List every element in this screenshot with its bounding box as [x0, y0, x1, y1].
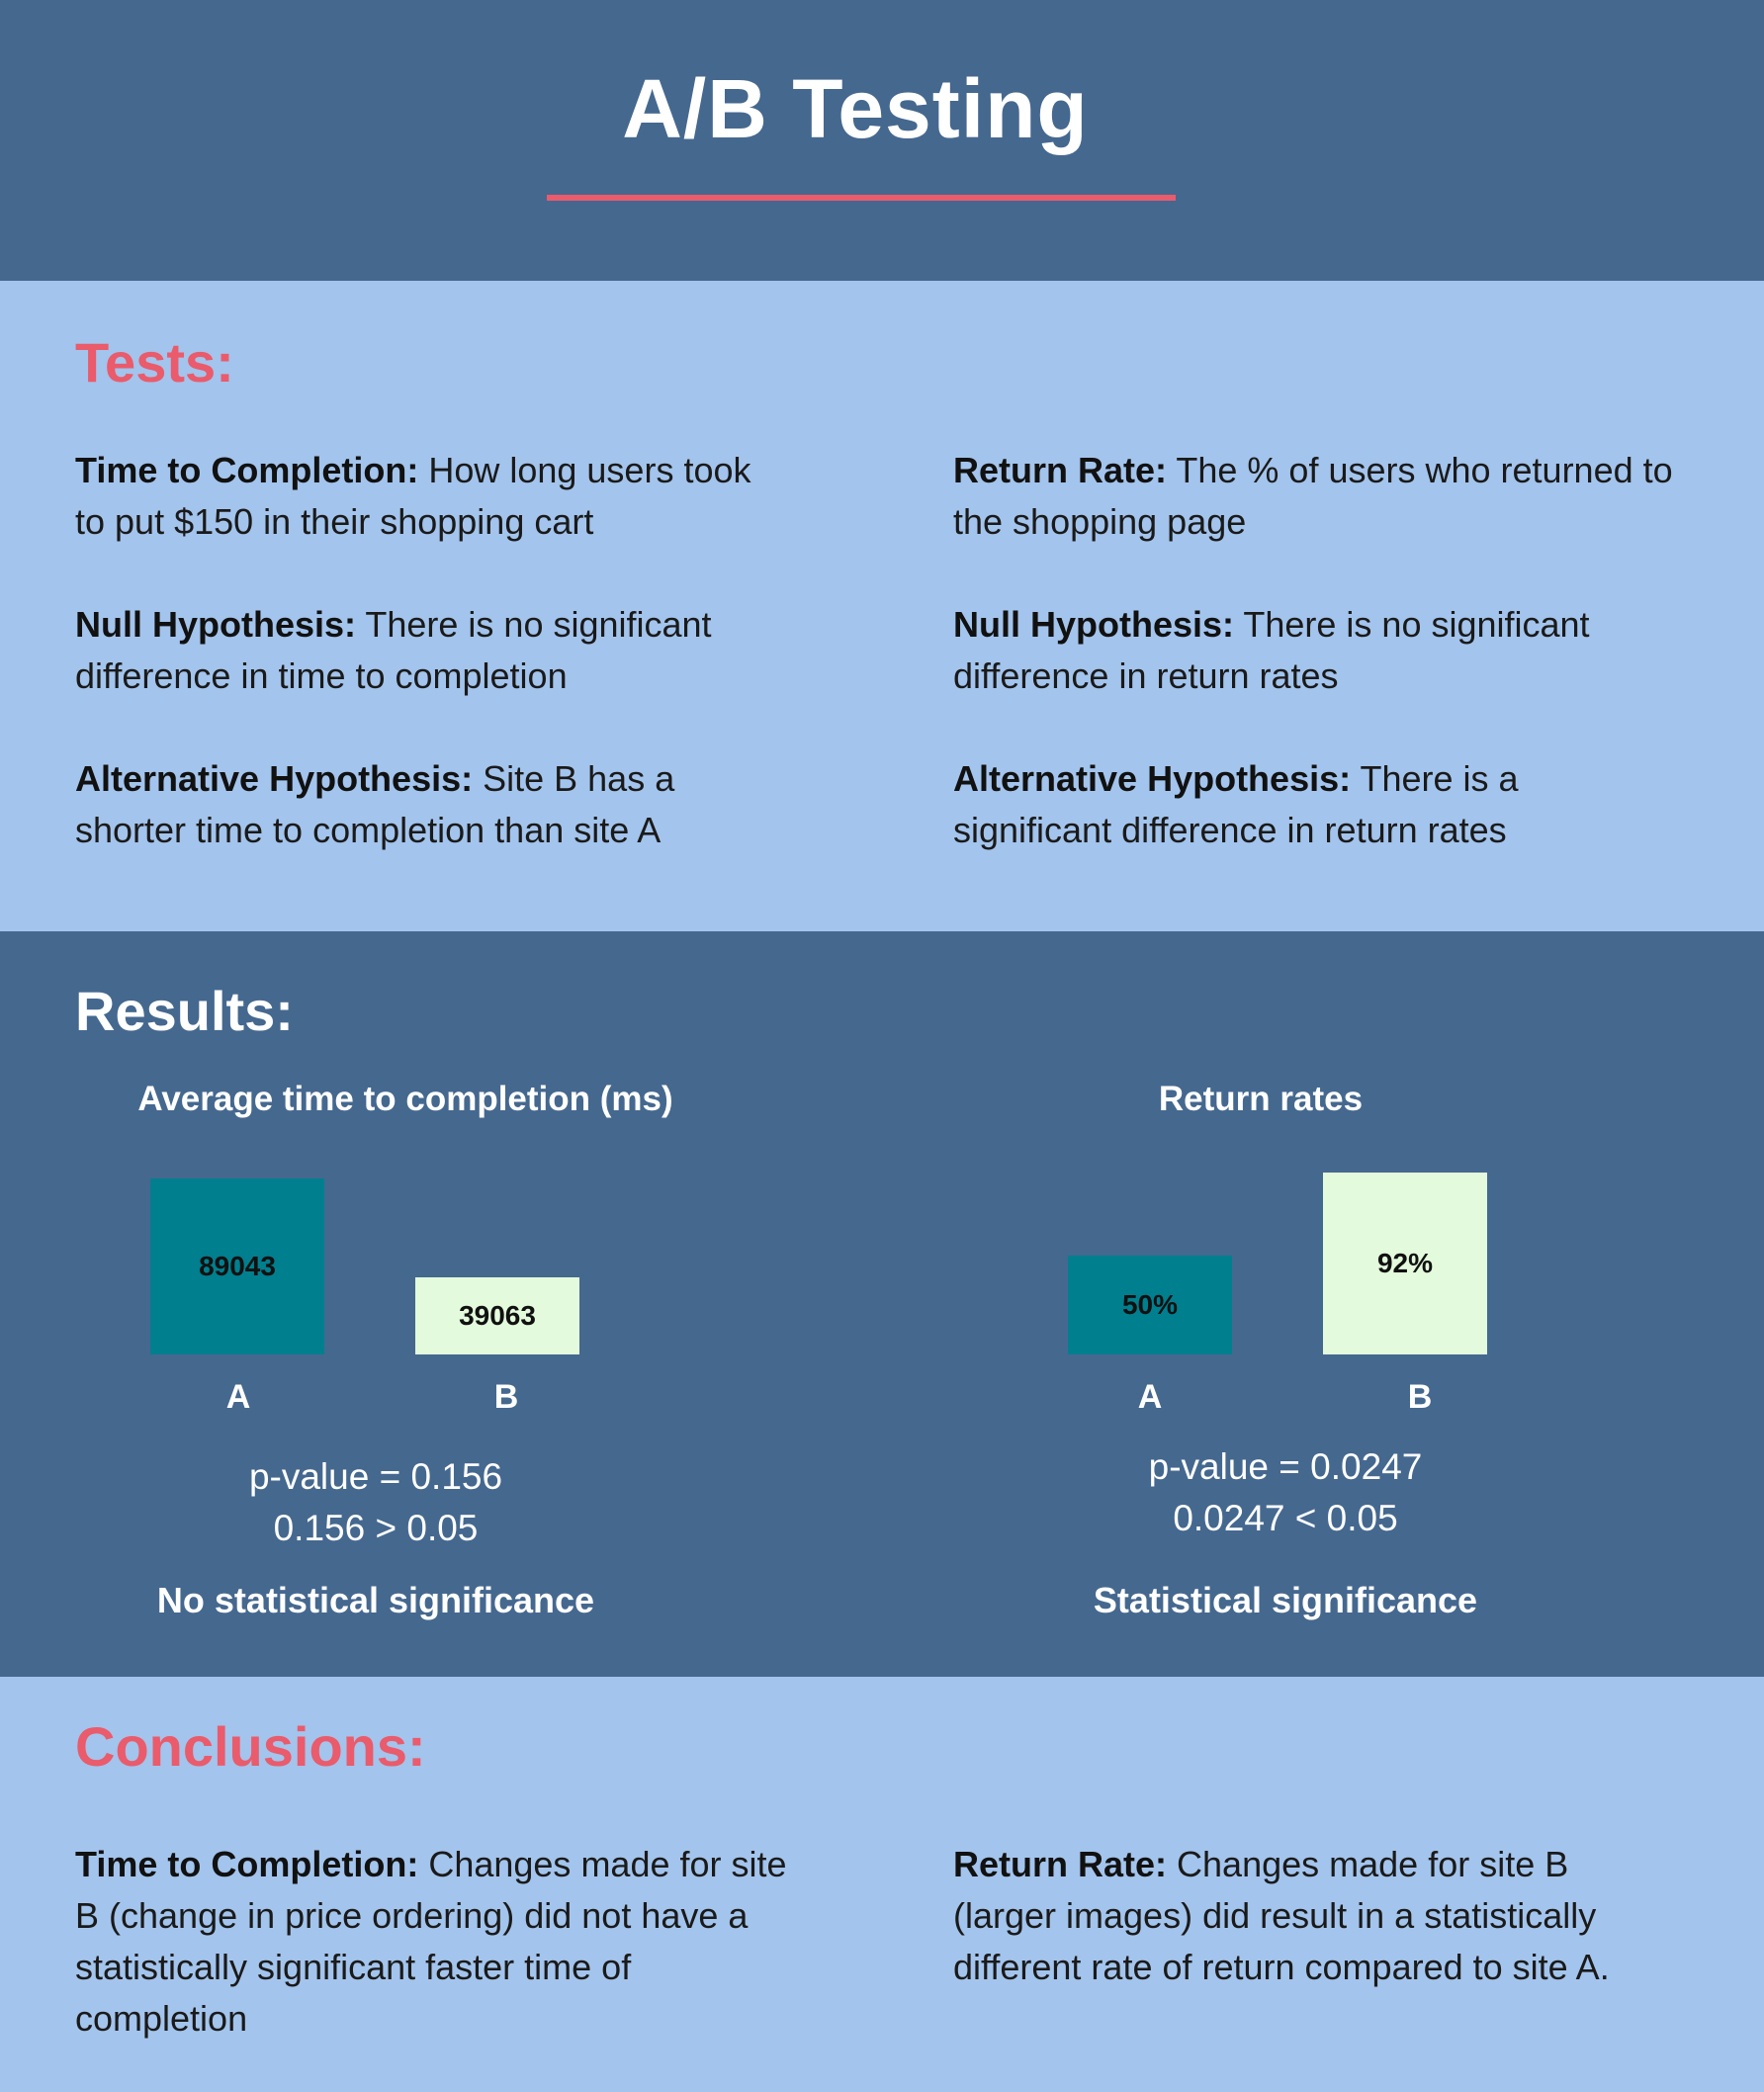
chart-return-bar-a: 50%	[1068, 1256, 1232, 1354]
tests-left-2-text: There is no significant difference in ti…	[75, 604, 712, 696]
chart-return-category-b: B	[1407, 1378, 1433, 1416]
conclusion-left-label: Time to Completion:	[75, 1844, 419, 1884]
tests-left-1-label: Time to Completion:	[75, 450, 419, 490]
tests-right-1: Return Rate: The % of users who returned…	[953, 445, 1685, 548]
tests-right-1-label: Return Rate:	[953, 450, 1168, 490]
return-pvalue-line1: p-value = 0.0247	[1148, 1446, 1423, 1487]
results-section: Results: Average time to completion (ms)…	[0, 931, 1764, 1677]
tests-left-3-label: Alternative Hypothesis:	[75, 758, 474, 799]
tests-left-2: Null Hypothesis: There is no significant…	[75, 599, 787, 702]
tests-left-3: Alternative Hypothesis: Site B has a sho…	[75, 753, 787, 856]
time-pvalue-line1: p-value = 0.156	[248, 1456, 503, 1497]
conclusion-left-text: Changes made for site B (change in price…	[75, 1844, 787, 2039]
return-pvalue-line2: 0.0247 < 0.05	[1173, 1498, 1398, 1538]
chart-return-bar-b: 92%	[1323, 1173, 1487, 1354]
chart-time-bar-a: 89043	[150, 1178, 324, 1354]
tests-right-1-text: The % of users who returned to the shopp…	[953, 450, 1673, 542]
tests-right-2: Null Hypothesis: There is no significant…	[953, 599, 1685, 702]
conclusions-section: Conclusions: Time to Completion: Changes…	[0, 1677, 1764, 2092]
return-pvalue: p-value = 0.0247 0.0247 < 0.05	[989, 1441, 1582, 1544]
time-pvalue-line2: 0.156 > 0.05	[273, 1508, 479, 1548]
title-underline	[547, 195, 1176, 201]
chart-time-category-b: B	[493, 1378, 519, 1416]
tests-right-2-label: Null Hypothesis:	[953, 604, 1235, 645]
chart-time-bar-b-label: 39063	[459, 1300, 536, 1331]
chart-time-category-a: A	[225, 1378, 251, 1416]
tests-right-3: Alternative Hypothesis: There is a signi…	[953, 753, 1685, 856]
tests-left-2-label: Null Hypothesis:	[75, 604, 357, 645]
tests-right-3-text: There is a significant difference in ret…	[953, 758, 1519, 850]
time-verdict: No statistical significance	[156, 1580, 595, 1620]
header-band: A/B Testing	[0, 0, 1764, 281]
tests-heading: Tests:	[75, 331, 234, 393]
time-pvalue: p-value = 0.156 0.156 > 0.05	[79, 1451, 672, 1554]
chart-time-title: Average time to completion (ms)	[137, 1080, 673, 1118]
chart-return-category-a: A	[1137, 1378, 1163, 1416]
tests-left-3-text: Site B has a shorter time to completion …	[75, 758, 675, 850]
page-title: A/B Testing	[622, 62, 1089, 155]
results-heading: Results:	[75, 980, 294, 1042]
conclusion-left: Time to Completion: Changes made for sit…	[75, 1839, 807, 2045]
tests-section: Tests: Time to Completion: How long user…	[0, 281, 1764, 931]
tests-right-3-label: Alternative Hypothesis:	[953, 758, 1352, 799]
conclusions-heading: Conclusions:	[75, 1715, 426, 1778]
tests-left-1: Time to Completion: How long users took …	[75, 445, 787, 548]
tests-right-2-text: There is no significant difference in re…	[953, 604, 1590, 696]
conclusion-right-label: Return Rate:	[953, 1844, 1168, 1884]
conclusion-right-text: Changes made for site B (larger images) …	[953, 1844, 1610, 1987]
chart-return-bar-b-label: 92%	[1376, 1248, 1434, 1278]
tests-left-1-text: How long users took to put $150 in their…	[75, 450, 751, 542]
chart-time-bar-a-label: 89043	[199, 1251, 276, 1281]
chart-return-bar-a-label: 50%	[1121, 1289, 1179, 1320]
chart-return-title: Return rates	[1158, 1080, 1364, 1118]
return-verdict: Statistical significance	[1093, 1580, 1478, 1620]
chart-time-bar-b: 39063	[415, 1277, 579, 1354]
conclusion-right: Return Rate: Changes made for site B (la…	[953, 1839, 1675, 1993]
